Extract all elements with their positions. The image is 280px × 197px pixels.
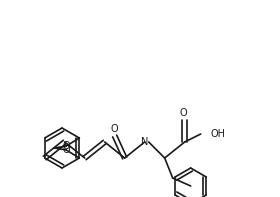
- Text: O: O: [111, 124, 118, 134]
- Text: OH: OH: [211, 129, 226, 139]
- Text: N: N: [141, 137, 148, 147]
- Text: O: O: [62, 145, 70, 155]
- Text: O: O: [180, 108, 188, 118]
- Text: O: O: [62, 141, 70, 151]
